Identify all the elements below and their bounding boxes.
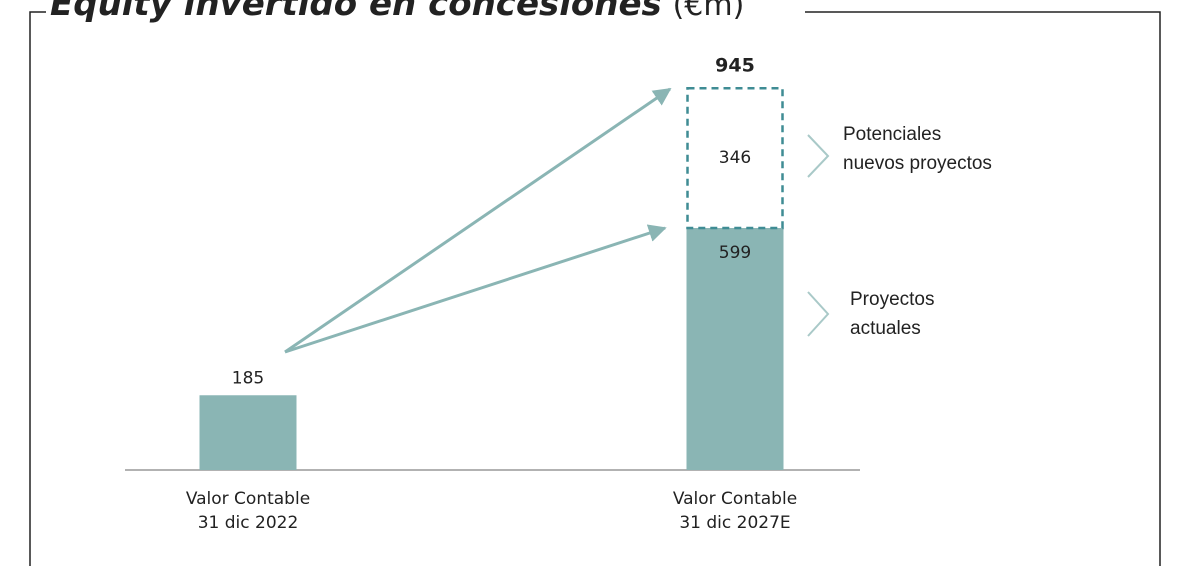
data-label: 185 (232, 368, 264, 388)
arrow (284, 87, 672, 354)
chart-title-wrap: Equity invertido en concesiones (€m) (50, 0, 744, 25)
chart-title: Equity invertido en concesiones (50, 0, 662, 24)
legend-chevron (807, 291, 830, 337)
bar-segment (199, 395, 297, 470)
legend-label: Proyectos actuales (850, 289, 935, 339)
x-tick-label: Valor Contable 31 dic 2027E (672, 489, 798, 533)
legend-chevron (807, 134, 830, 178)
frame (29, 11, 1161, 566)
total-label: 945 (715, 55, 755, 77)
legend-label: Potenciales nuevos proyectos (843, 124, 992, 174)
data-label: 599 (719, 243, 751, 263)
data-label: 346 (719, 148, 751, 168)
chart-title-unit: (€m) (672, 0, 745, 23)
bar-segment (686, 86, 784, 230)
bar-segment (686, 228, 784, 470)
arrow (284, 224, 667, 354)
x-tick-label: Valor Contable 31 dic 2022 (185, 489, 311, 533)
